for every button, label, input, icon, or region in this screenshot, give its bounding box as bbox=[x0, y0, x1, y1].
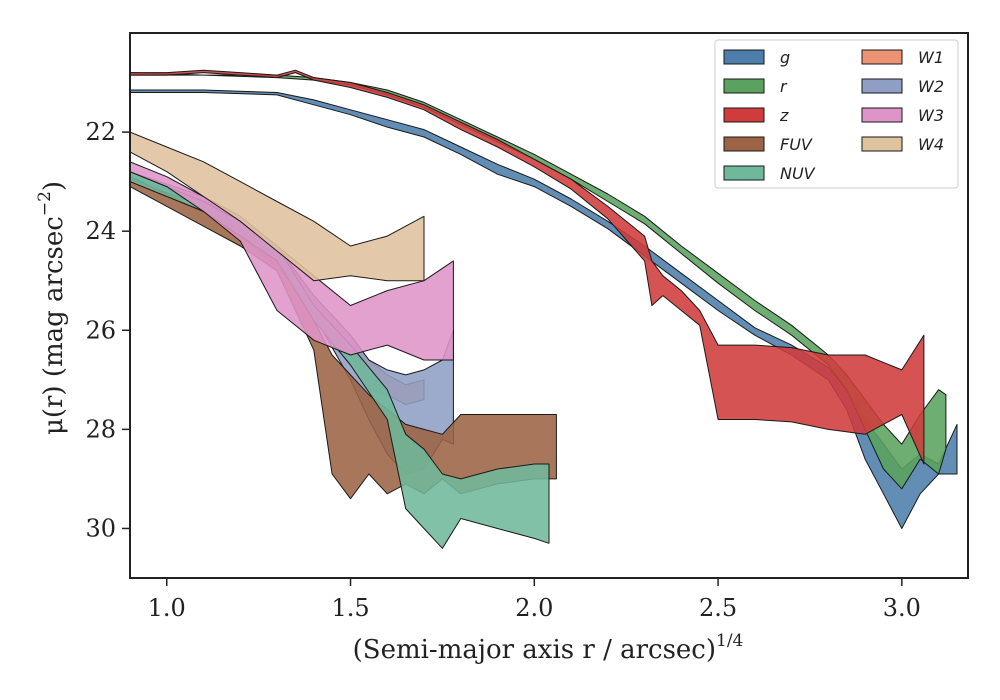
legend-label-w1: W1 bbox=[918, 48, 944, 67]
legend-swatch-nuv bbox=[723, 165, 765, 181]
legend-swatch-g bbox=[723, 49, 765, 65]
x-axis-label-text: (Semi-major axis r / arcsec) bbox=[353, 635, 716, 665]
legend-label-w2: W2 bbox=[918, 77, 944, 96]
legend-label-r: r bbox=[780, 77, 788, 96]
band-g bbox=[130, 89, 958, 529]
y-axis-label-close: ) bbox=[39, 181, 69, 191]
legend-swatch-w1 bbox=[861, 49, 903, 65]
profile-bands bbox=[130, 69, 958, 549]
y-axis-label-text: μ(r) (mag arcsec bbox=[39, 216, 69, 435]
y-axis-ticks: 22 24 26 28 30 bbox=[85, 118, 130, 542]
x-tick-label: 2.5 bbox=[699, 594, 737, 622]
x-tick-label: 1.0 bbox=[148, 594, 186, 622]
legend-label-g: g bbox=[780, 48, 790, 67]
legend-label-nuv: NUV bbox=[780, 164, 816, 183]
legend-swatch-z bbox=[723, 107, 765, 123]
x-tick-label: 1.5 bbox=[331, 594, 369, 622]
legend-swatch-fuv bbox=[723, 136, 765, 152]
y-axis-label: μ(r) (mag arcsec−2) bbox=[35, 181, 69, 435]
plot-frame bbox=[129, 32, 969, 579]
legend-label-w4: W4 bbox=[918, 135, 944, 154]
legend-swatch-r bbox=[723, 78, 765, 94]
legend-label-w3: W3 bbox=[918, 106, 944, 125]
x-axis-label: (Semi-major axis r / arcsec)1/4 bbox=[353, 631, 744, 665]
legend-swatch-w2 bbox=[861, 78, 903, 94]
x-axis-label-exponent: 1/4 bbox=[716, 631, 743, 651]
x-tick-label: 3.0 bbox=[883, 594, 921, 622]
y-tick-label: 30 bbox=[85, 514, 116, 542]
band-z bbox=[130, 69, 925, 465]
legend-swatch-w3 bbox=[861, 107, 903, 123]
y-tick-label: 26 bbox=[85, 316, 116, 344]
legend-swatch-w4 bbox=[861, 136, 903, 152]
band-w4 bbox=[130, 131, 425, 282]
x-tick-label: 2.0 bbox=[515, 594, 553, 622]
y-tick-label: 28 bbox=[85, 415, 116, 443]
legend: grz FUV NUV W1 W2 W3 W4 bbox=[714, 39, 959, 189]
y-tick-label: 22 bbox=[85, 118, 116, 146]
legend-label-fuv: FUV bbox=[780, 135, 813, 154]
y-tick-label: 24 bbox=[85, 217, 116, 245]
x-axis-ticks: 1.0 1.5 2.0 2.5 3.0 bbox=[148, 578, 921, 622]
legend-label-z: z bbox=[779, 106, 789, 125]
y-axis-label-exponent: −2 bbox=[35, 191, 55, 216]
